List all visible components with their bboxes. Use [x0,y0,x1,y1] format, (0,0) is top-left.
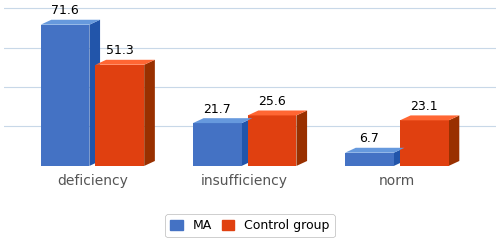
Polygon shape [400,115,460,120]
Polygon shape [96,60,155,65]
Text: 23.1: 23.1 [410,100,438,113]
Text: 6.7: 6.7 [360,132,380,145]
Polygon shape [144,60,155,166]
Bar [400,120,448,166]
Polygon shape [242,118,252,166]
Polygon shape [193,118,252,123]
Bar [345,153,394,166]
Bar [96,65,144,166]
Polygon shape [248,111,307,115]
Bar [193,123,242,166]
Polygon shape [394,148,404,166]
Bar [248,115,296,166]
Polygon shape [296,111,307,166]
Text: 25.6: 25.6 [258,95,286,108]
Text: 21.7: 21.7 [204,103,231,116]
Polygon shape [40,20,100,25]
Legend: MA, Control group: MA, Control group [165,214,335,237]
Polygon shape [345,148,405,153]
Bar [40,25,90,166]
Polygon shape [90,20,100,166]
Polygon shape [448,115,460,166]
Text: 51.3: 51.3 [106,44,134,57]
Text: 71.6: 71.6 [51,4,79,17]
